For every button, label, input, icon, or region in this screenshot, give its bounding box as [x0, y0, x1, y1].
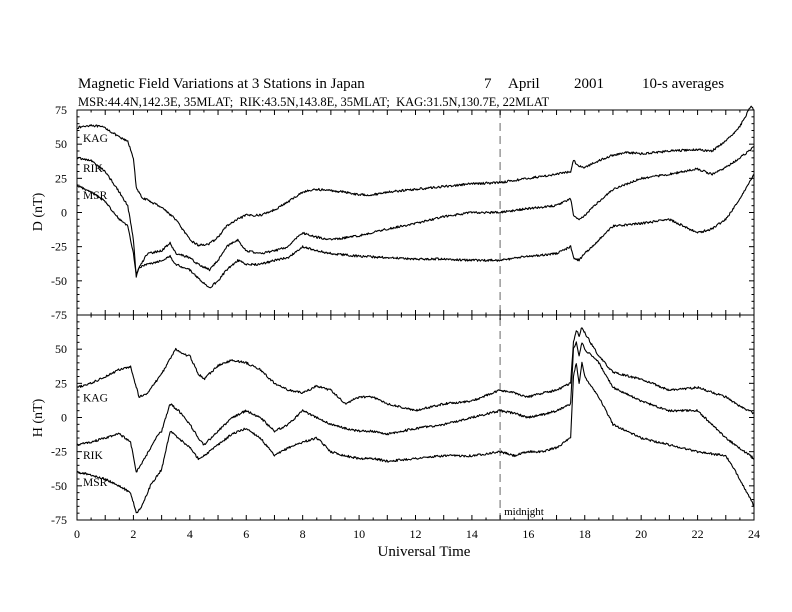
y-tick-label-1-5: -75: [51, 513, 67, 527]
y-tick-label-0-3: 0: [61, 206, 67, 220]
y-tick-label-1-1: 25: [55, 376, 67, 390]
h-panel-frame: [76, 314, 755, 521]
x-tick-label-4: 8: [300, 527, 306, 541]
d-axis-label: D (nT): [31, 192, 46, 231]
y-tick-label-0-5: -50: [51, 274, 67, 288]
h-series-label-kag: KAG: [83, 392, 108, 404]
d-series-label-kag: KAG: [83, 133, 108, 145]
midnight-label: midnight: [504, 506, 544, 518]
station-coordinates: MSR:44.4N,142.3E, 35MLAT; RIK:43.5N,143.…: [78, 95, 550, 109]
y-tick-label-0-1: 50: [55, 137, 67, 151]
chart-title: Magnetic Field Variations at 3 Stations …: [78, 76, 365, 92]
data-series: KAG RIK MSR KAG RIK MSR: [76, 105, 755, 514]
x-tick-label-5: 10: [353, 527, 365, 541]
x-tick-label-7: 14: [466, 527, 478, 541]
x-tick-label-3: 6: [243, 527, 249, 541]
y-tick-label-0-6: -75: [51, 308, 67, 322]
d-series-rik-line: [76, 146, 755, 278]
title-month: April: [508, 76, 540, 92]
h-series-kag-line: [76, 327, 755, 415]
x-tick-label-0: 0: [74, 527, 80, 541]
d-series-label-msr: MSR: [83, 190, 108, 202]
h-axis-label: H (nT): [31, 398, 46, 437]
x-tick-label-11: 22: [692, 527, 704, 541]
h-series-label-msr: MSR: [83, 477, 108, 489]
x-tick-label-9: 18: [579, 527, 591, 541]
x-tick-label-12: 24: [748, 527, 760, 541]
y-tick-label-0-2: 25: [55, 171, 67, 185]
x-tick-label-8: 16: [522, 527, 534, 541]
d-panel-frame: [76, 109, 755, 316]
h-series-msr-line: [76, 361, 755, 514]
x-tick-label-6: 12: [410, 527, 422, 541]
x-tick-label-2: 4: [187, 527, 193, 541]
y-tick-label-1-2: 0: [61, 411, 67, 425]
x-tick-label-1: 2: [130, 527, 136, 541]
d-series-label-rik: RIK: [83, 163, 104, 175]
y-tick-label-1-0: 50: [55, 342, 67, 356]
x-tick-label-10: 20: [635, 527, 647, 541]
x-axis-label: Universal Time: [378, 544, 471, 560]
y-tick-label-0-4: -25: [51, 240, 67, 254]
y-tick-label-1-4: -50: [51, 479, 67, 493]
h-series-rik-line: [76, 341, 755, 473]
d-series-msr-line: [76, 173, 755, 289]
y-tick-label-0-0: 75: [55, 103, 67, 117]
y-tick-label-1-3: -25: [51, 445, 67, 459]
title-year: 2001: [574, 76, 604, 92]
h-series-label-rik: RIK: [83, 450, 104, 462]
title-day: 7: [484, 76, 492, 92]
d-series-kag-line: [76, 105, 755, 247]
title-averaging: 10-s averages: [642, 76, 724, 92]
